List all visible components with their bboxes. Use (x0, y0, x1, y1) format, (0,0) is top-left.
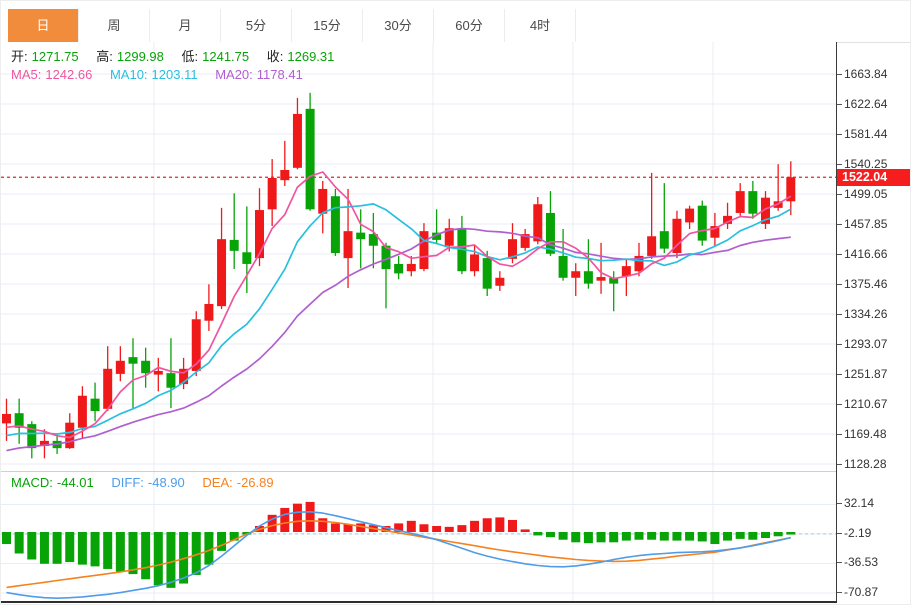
period-tabbar: 日 周 月 5分 15分 30分 60分 4时 (1, 9, 910, 43)
macd-axis-tick (837, 562, 842, 564)
dea-value: -26.89 (236, 475, 274, 490)
macd-info-bar: MACD: -44.01 DIFF: -48.90 DEA: -26.89 (11, 475, 278, 490)
price-axis-tick (837, 344, 842, 345)
price-axis-label: 1457.85 (844, 217, 888, 231)
price-axis-tick (837, 404, 842, 405)
price-axis-tick (837, 194, 842, 195)
price-axis-tick (837, 314, 842, 315)
ma20-value: 1178.41 (256, 67, 303, 82)
price-axis-label: 1169.48 (844, 427, 887, 441)
price-axis-label: 1128.28 (844, 457, 887, 471)
macd-label: MACD: (11, 475, 53, 490)
price-axis-label: 1499.05 (844, 187, 888, 201)
price-axis-tick (837, 164, 842, 165)
macd-axis-label: 32.14 (844, 496, 875, 511)
tab-5min[interactable]: 5分 (221, 9, 292, 42)
tab-month[interactable]: 月 (150, 9, 221, 42)
diff-label: DIFF: (111, 475, 144, 490)
dea-label: DEA: (202, 475, 233, 490)
price-axis-label: 1540.25 (844, 157, 888, 171)
tab-15min[interactable]: 15分 (292, 9, 363, 42)
ma5-value: 1242.66 (45, 67, 93, 82)
tab-week[interactable]: 周 (79, 9, 150, 42)
open-value: 1271.75 (31, 49, 79, 64)
price-axis-label: 1622.64 (844, 97, 888, 111)
price-axis-label: 1375.46 (844, 277, 888, 291)
ma10-label: MA10: (109, 67, 148, 82)
price-axis-tick (837, 134, 842, 135)
price-axis-tick (837, 464, 842, 465)
price-axis-label: 1251.87 (844, 367, 888, 381)
price-axis-label: 1416.66 (844, 247, 888, 261)
price-axis-label: 1581.44 (844, 127, 888, 141)
tab-4hour[interactable]: 4时 (505, 9, 576, 42)
macd-axis-label: -36.53 (844, 555, 879, 570)
ohlc-info-bar: 开: 1271.75 高: 1299.98 低: 1241.75 收: 1269.31 (11, 46, 338, 65)
macd-axis-tick (837, 591, 842, 593)
price-axis-tick (837, 104, 842, 105)
macd-value: -44.01 (56, 475, 94, 490)
diff-value: -48.90 (147, 475, 185, 490)
price-chart-canvas[interactable] (1, 42, 837, 471)
last-price-marker: 1522.04 (837, 168, 910, 186)
macd-chart-canvas[interactable] (1, 471, 837, 603)
price-axis-tick (837, 74, 842, 75)
ma10-value: 1203.11 (151, 67, 198, 82)
price-axis-tick (837, 374, 842, 375)
ma5-label: MA5: (11, 67, 42, 82)
macd-axis-tick (837, 503, 842, 505)
ma-info-bar: MA5: 1242.66 MA10: 1203.11 MA20: 1178.41 (11, 67, 307, 82)
close-value: 1269.31 (287, 49, 335, 64)
chart-bottom-border (1, 601, 837, 603)
tab-30min[interactable]: 30分 (363, 9, 434, 42)
ma20-label: MA20: (215, 67, 253, 82)
close-label: 收: (266, 49, 284, 64)
macd-axis-tick (837, 532, 842, 534)
tab-60min[interactable]: 60分 (434, 9, 505, 42)
open-label: 开: (11, 49, 28, 64)
price-axis-label: 1293.07 (844, 337, 888, 351)
low-label: 低: (181, 49, 199, 64)
price-axis-tick (837, 284, 842, 285)
price-axis-label: 1210.67 (844, 397, 888, 411)
price-axis-label: 1334.26 (844, 307, 888, 321)
macd-axis-label: -2.19 (844, 525, 872, 540)
price-axis-divider (836, 42, 837, 603)
low-value: 1241.75 (202, 49, 250, 64)
price-axis-tick (837, 434, 842, 435)
high-value: 1299.98 (116, 49, 164, 64)
macd-axis-label: -70.87 (844, 584, 879, 599)
price-axis-tick (837, 254, 842, 255)
price-axis-label: 1663.84 (844, 67, 888, 81)
high-label: 高: (96, 49, 113, 64)
price-axis-tick (837, 224, 842, 225)
tab-day[interactable]: 日 (8, 9, 79, 42)
